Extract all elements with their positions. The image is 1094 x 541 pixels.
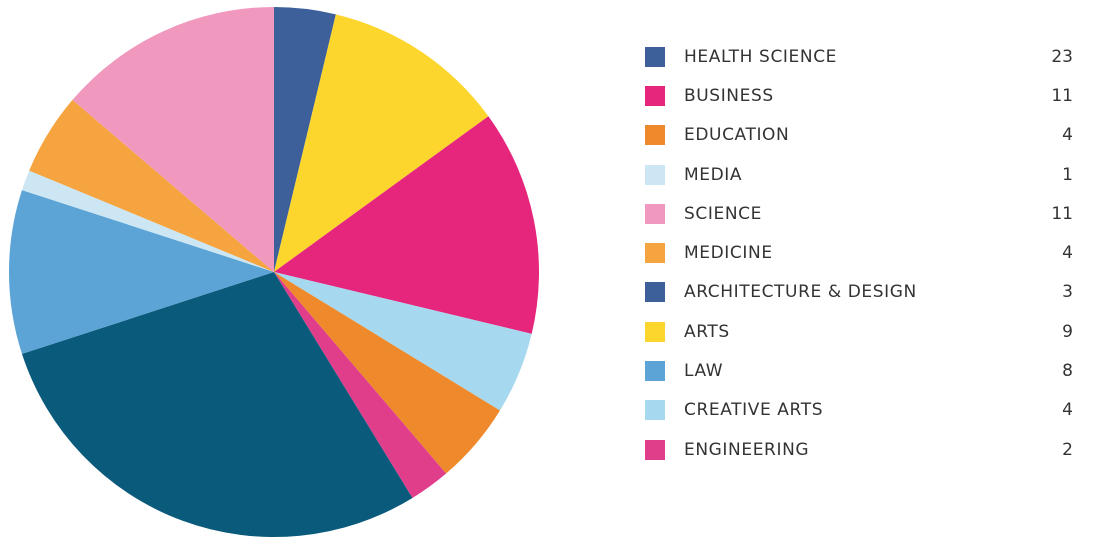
legend-value: 1 [1062, 164, 1073, 185]
legend-swatch [645, 361, 665, 382]
legend-swatch [645, 400, 665, 421]
pie-slice-engineering [274, 272, 447, 498]
legend-value: 4 [1062, 243, 1073, 264]
legend-swatch [645, 85, 665, 106]
legend-swatch [645, 46, 665, 67]
legend-item: HEALTH SCIENCE 23 [645, 37, 1085, 76]
legend-item: MEDIA 1 [645, 155, 1085, 194]
legend-item: EDUCATION 4 [645, 116, 1085, 155]
pie-slice-law [8, 190, 274, 354]
legend-value: 11 [1051, 85, 1073, 106]
pie-slice-health-science [21, 272, 413, 537]
legend-value: 9 [1062, 321, 1073, 342]
legend-value: 4 [1062, 400, 1073, 421]
legend-value: 3 [1062, 282, 1073, 303]
pie-slice-medicine [29, 99, 275, 273]
legend-value: 11 [1051, 203, 1073, 224]
legend-value: 23 [1051, 46, 1073, 67]
pie-slice-business [274, 116, 540, 334]
pie-slice-science [72, 7, 275, 272]
legend-label: ARCHITECTURE & DESIGN [684, 282, 917, 303]
legend-label: MEDIA [684, 164, 743, 185]
legend-swatch [645, 282, 665, 303]
pie-slice-creative-arts [274, 272, 532, 411]
legend-swatch [645, 439, 665, 460]
legend-swatch [645, 243, 665, 264]
legend-label: EDUCATION [684, 125, 790, 146]
legend-swatch [645, 125, 665, 146]
legend-label: LAW [684, 361, 724, 382]
legend-item: ARCHITECTURE & DESIGN 3 [645, 273, 1085, 312]
legend-value: 4 [1062, 125, 1073, 146]
legend-label: ARTS [684, 321, 730, 342]
legend-item: CREATIVE ARTS 4 [645, 391, 1085, 430]
legend-item: ARTS 9 [645, 312, 1085, 351]
legend-swatch [645, 203, 665, 224]
legend-swatch [645, 164, 665, 185]
legend-label: BUSINESS [684, 85, 774, 106]
legend-swatch [645, 321, 665, 342]
legend-item: ENGINEERING 2 [645, 430, 1085, 469]
legend-label: CREATIVE ARTS [684, 400, 824, 421]
legend-label: MEDICINE [684, 243, 773, 264]
legend-item: SCIENCE 11 [645, 194, 1085, 233]
pie-slice-education [274, 272, 500, 474]
legend-value: 8 [1062, 361, 1073, 382]
pie-slice-arts [274, 14, 489, 272]
pie-plot [8, 7, 540, 537]
legend-item: MEDICINE 4 [645, 233, 1085, 272]
legend-value: 2 [1062, 439, 1073, 460]
legend-label: SCIENCE [684, 203, 762, 224]
legend-item: BUSINESS 11 [645, 76, 1085, 115]
legend-label: HEALTH SCIENCE [684, 46, 837, 67]
pie-slice-media [21, 170, 274, 272]
legend: HEALTH SCIENCE 23 BUSINESS 11 EDUCATION 4 MEDI… [645, 37, 1085, 469]
pie-slice-architecture-design [274, 7, 336, 272]
legend-item: LAW 8 [645, 351, 1085, 390]
legend-label: ENGINEERING [684, 439, 810, 460]
